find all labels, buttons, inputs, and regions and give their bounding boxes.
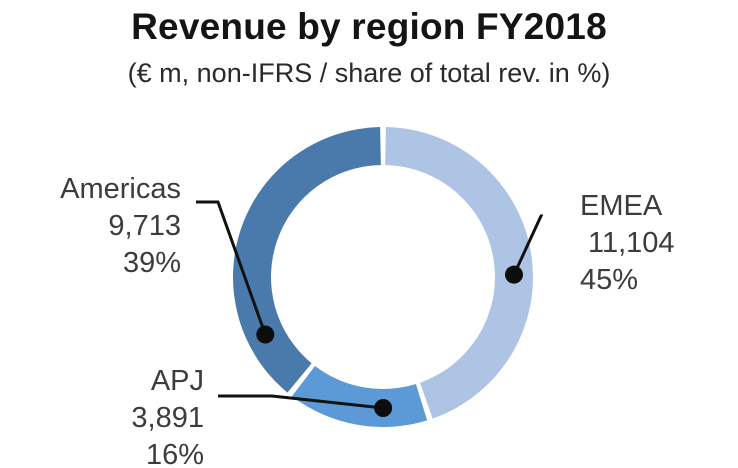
category-label-americas: Americas	[60, 173, 181, 205]
leader-line-americas	[196, 200, 267, 336]
chart-title: Revenue by region FY2018	[131, 6, 607, 47]
category-label-apj: APJ	[151, 365, 204, 397]
value-label-emea: 11,104	[588, 227, 675, 259]
value-label-americas: 9,713	[108, 210, 181, 242]
category-label-emea: EMEA	[580, 190, 663, 222]
slice-americas	[232, 127, 381, 393]
percent-label-americas: 39%	[123, 247, 181, 279]
percent-label-emea: 45%	[580, 264, 638, 296]
leader-dot-emea	[504, 265, 523, 284]
leader-line-apj	[218, 394, 384, 410]
leader-dot-apj	[374, 398, 393, 417]
leader-line-emea	[512, 214, 544, 276]
slice-apj	[291, 365, 428, 427]
slice-emea	[385, 127, 534, 419]
leader-lines	[196, 200, 544, 417]
percent-label-apj: 16%	[146, 439, 204, 468]
donut-slices	[232, 127, 534, 427]
slice-labels: EMEA 11,104 45% APJ 3,891 16% Americas 9,713 39%	[60, 173, 674, 468]
chart-subtitle: (€ m, non-IFRS / share of total rev. in …	[127, 58, 611, 88]
leader-dot-americas	[256, 325, 275, 344]
value-label-apj: 3,891	[131, 402, 204, 434]
